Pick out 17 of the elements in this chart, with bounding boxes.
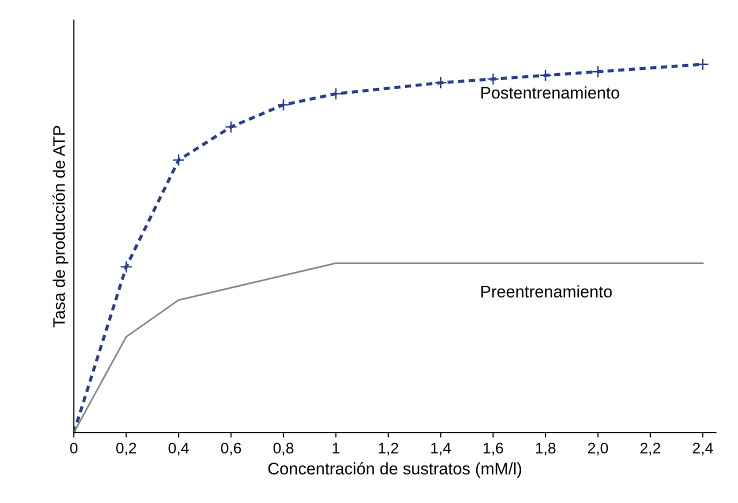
x-tick-label: 0 (70, 442, 78, 454)
series-label: Preentrenamiento (481, 285, 612, 298)
x-tick-label: 0,2 (116, 442, 136, 456)
x-tick-label: 1 (332, 442, 340, 454)
y-axis-title: Tasa de producción de ATP (52, 126, 68, 328)
x-tick-label: 2,4 (692, 442, 713, 456)
x-tick-label: 2,2 (640, 442, 660, 456)
x-tick-label: 1,8 (536, 442, 556, 456)
x-tick-label: 0,8 (273, 442, 294, 456)
series-label: Postentrenamiento (481, 86, 620, 99)
x-tick-label: 0,4 (168, 442, 189, 456)
x-tick-label: 1,6 (484, 442, 504, 456)
x-tick-label: 1,4 (431, 442, 451, 456)
x-axis-title: Concentración de sustratos (mM/l) (268, 462, 522, 478)
x-tick-label: 2,0 (588, 442, 608, 456)
x-tick-label: 1,2 (378, 442, 398, 456)
x-tick-label: 0,6 (221, 442, 241, 456)
